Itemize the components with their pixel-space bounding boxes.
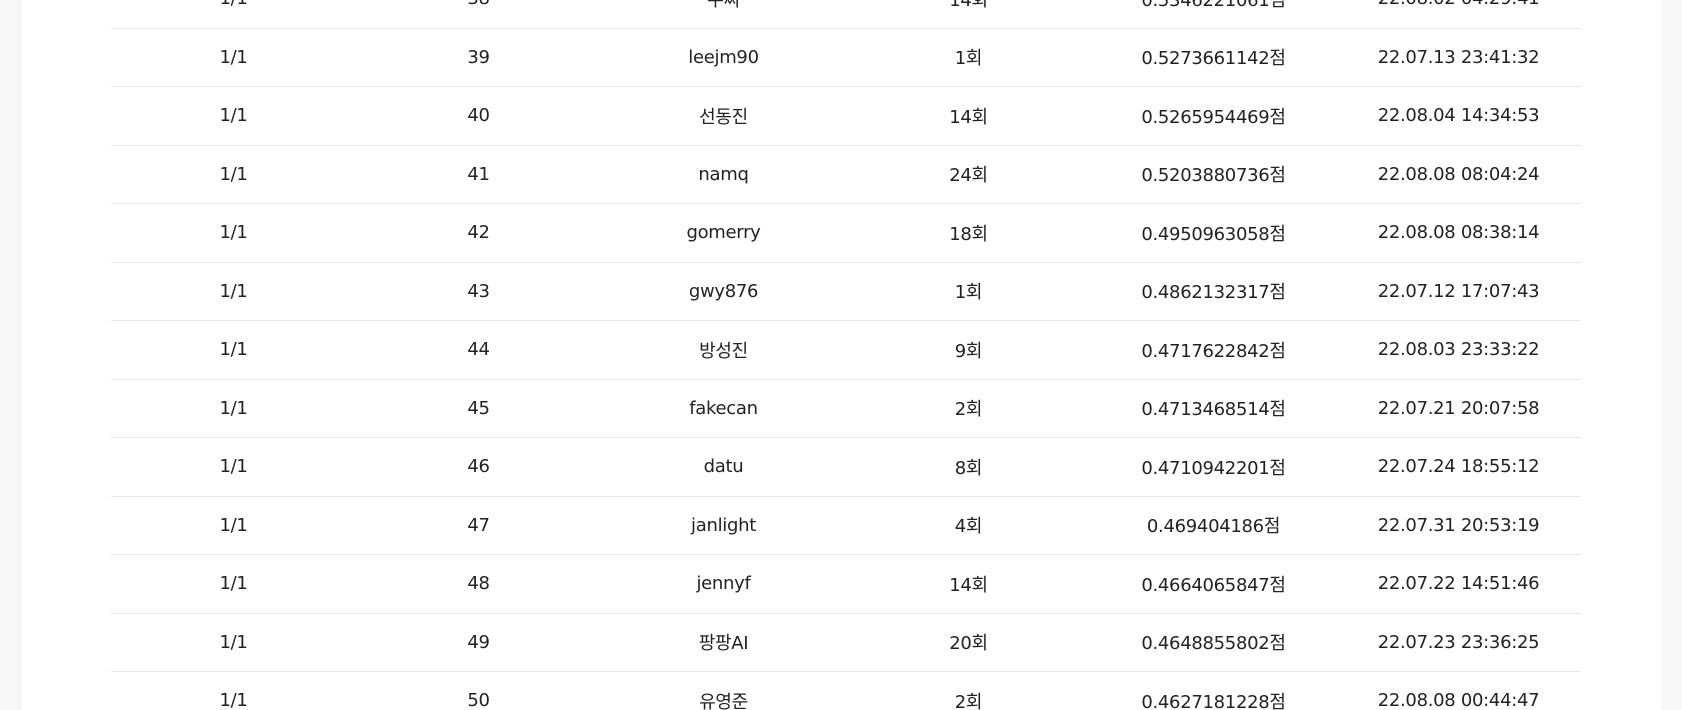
table-row: 1/1 48 jennyf 14회 0.4664065847점 22.07.22… [111,554,1581,614]
rank-cell: 38 [356,0,601,29]
submission-count-cell: 9회 [846,320,1091,380]
submitted-at-cell: 22.08.04 14:34:53 [1336,86,1581,146]
score-cell: 0.4862132317점 [1091,262,1336,321]
submitted-at-cell: 22.07.31 20:53:19 [1336,496,1581,555]
table-row: 1/1 39 leejm90 1회 0.5273661142점 22.07.13… [111,28,1581,87]
table-row: 1/1 41 namq 24회 0.5203880736점 22.08.08 0… [111,145,1581,204]
submitted-at-cell: 22.08.02 04:29:41 [1336,0,1581,29]
score-cell: 0.5203880736점 [1091,145,1336,204]
submissions-cell: 1/1 [111,613,356,672]
submissions-cell: 1/1 [111,203,356,263]
table-row: 1/1 46 datu 8회 0.4710942201점 22.07.24 18… [111,437,1581,497]
team-name-cell: 유영준 [601,671,846,710]
submission-count-cell: 24회 [846,145,1091,204]
score-cell: 0.5265954469점 [1091,86,1336,146]
rank-cell: 49 [356,613,601,672]
submission-count-cell: 4회 [846,496,1091,555]
team-name-cell: fakecan [601,379,846,438]
score-cell: 0.4627181228점 [1091,671,1336,710]
team-name-cell: 누찌 [601,0,846,29]
submitted-at-cell: 22.07.23 23:36:25 [1336,613,1581,672]
team-name-cell: datu [601,437,846,497]
submission-count-cell: 14회 [846,554,1091,614]
submitted-at-cell: 22.08.08 00:44:47 [1336,671,1581,710]
team-name-cell: gwy876 [601,262,846,321]
score-cell: 0.5273661142점 [1091,28,1336,87]
submissions-cell: 1/1 [111,0,356,29]
score-cell: 0.4950963058점 [1091,203,1336,263]
table-row: 1/1 45 fakecan 2회 0.4713468514점 22.07.21… [111,379,1581,438]
submissions-cell: 1/1 [111,145,356,204]
table-row: 1/1 40 선동진 14회 0.5265954469점 22.08.04 14… [111,86,1581,146]
score-cell: 0.5346221061점 [1091,0,1336,29]
rank-cell: 50 [356,671,601,710]
submissions-cell: 1/1 [111,554,356,614]
submission-count-cell: 18회 [846,203,1091,263]
submissions-cell: 1/1 [111,437,356,497]
table-row: 1/1 49 팡팡AI 20회 0.4648855802점 22.07.23 2… [111,613,1581,672]
team-name-cell: 방성진 [601,320,846,380]
submission-count-cell: 1회 [846,262,1091,321]
rank-cell: 45 [356,379,601,438]
submitted-at-cell: 22.07.24 18:55:12 [1336,437,1581,497]
submission-count-cell: 20회 [846,613,1091,672]
submission-count-cell: 14회 [846,0,1091,29]
leaderboard-table: 1/1 38 누찌 14회 0.5346221061점 22.08.02 04:… [111,0,1581,710]
rank-cell: 42 [356,203,601,263]
score-cell: 0.469404186점 [1091,496,1336,555]
team-name-cell: 선동진 [601,86,846,146]
submission-count-cell: 8회 [846,437,1091,497]
table-row: 1/1 50 유영준 2회 0.4627181228점 22.08.08 00:… [111,671,1581,710]
submissions-cell: 1/1 [111,496,356,555]
score-cell: 0.4713468514점 [1091,379,1336,438]
submissions-cell: 1/1 [111,28,356,87]
submitted-at-cell: 22.07.22 14:51:46 [1336,554,1581,614]
rank-cell: 43 [356,262,601,321]
team-name-cell: gomerry [601,203,846,263]
submitted-at-cell: 22.07.12 17:07:43 [1336,262,1581,321]
submissions-cell: 1/1 [111,86,356,146]
rank-cell: 39 [356,28,601,87]
submissions-cell: 1/1 [111,262,356,321]
submissions-cell: 1/1 [111,671,356,710]
rank-cell: 46 [356,437,601,497]
table-row: 1/1 44 방성진 9회 0.4717622842점 22.08.03 23:… [111,320,1581,380]
leaderboard-table-wrapper: 1/1 38 누찌 14회 0.5346221061점 22.08.02 04:… [111,0,1581,710]
leaderboard-panel: 1/1 38 누찌 14회 0.5346221061점 22.08.02 04:… [22,0,1662,710]
team-name-cell: leejm90 [601,28,846,87]
score-cell: 0.4648855802점 [1091,613,1336,672]
submission-count-cell: 2회 [846,671,1091,710]
table-row: 1/1 43 gwy876 1회 0.4862132317점 22.07.12 … [111,262,1581,321]
submissions-cell: 1/1 [111,379,356,438]
table-row: 1/1 47 janlight 4회 0.469404186점 22.07.31… [111,496,1581,555]
submitted-at-cell: 22.08.08 08:38:14 [1336,203,1581,263]
team-name-cell: jennyf [601,554,846,614]
team-name-cell: 팡팡AI [601,613,846,672]
submission-count-cell: 1회 [846,28,1091,87]
team-name-cell: namq [601,145,846,204]
submission-count-cell: 2회 [846,379,1091,438]
rank-cell: 47 [356,496,601,555]
score-cell: 0.4664065847점 [1091,554,1336,614]
table-row: 1/1 42 gomerry 18회 0.4950963058점 22.08.0… [111,203,1581,263]
submitted-at-cell: 22.08.08 08:04:24 [1336,145,1581,204]
rank-cell: 44 [356,320,601,380]
score-cell: 0.4710942201점 [1091,437,1336,497]
submitted-at-cell: 22.08.03 23:33:22 [1336,320,1581,380]
submissions-cell: 1/1 [111,320,356,380]
rank-cell: 41 [356,145,601,204]
submission-count-cell: 14회 [846,86,1091,146]
rank-cell: 48 [356,554,601,614]
score-cell: 0.4717622842점 [1091,320,1336,380]
rank-cell: 40 [356,86,601,146]
submitted-at-cell: 22.07.21 20:07:58 [1336,379,1581,438]
table-row: 1/1 38 누찌 14회 0.5346221061점 22.08.02 04:… [111,0,1581,29]
team-name-cell: janlight [601,496,846,555]
submitted-at-cell: 22.07.13 23:41:32 [1336,28,1581,87]
leaderboard-body: 1/1 38 누찌 14회 0.5346221061점 22.08.02 04:… [111,0,1581,710]
